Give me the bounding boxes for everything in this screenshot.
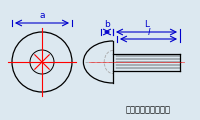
Text: l: l	[147, 28, 150, 37]
Text: a: a	[39, 11, 45, 20]
Text: b: b	[104, 20, 110, 29]
Text: L: L	[144, 20, 149, 29]
Text: ナベ頭ガス穴付ねじ: ナベ頭ガス穴付ねじ	[126, 105, 170, 114]
